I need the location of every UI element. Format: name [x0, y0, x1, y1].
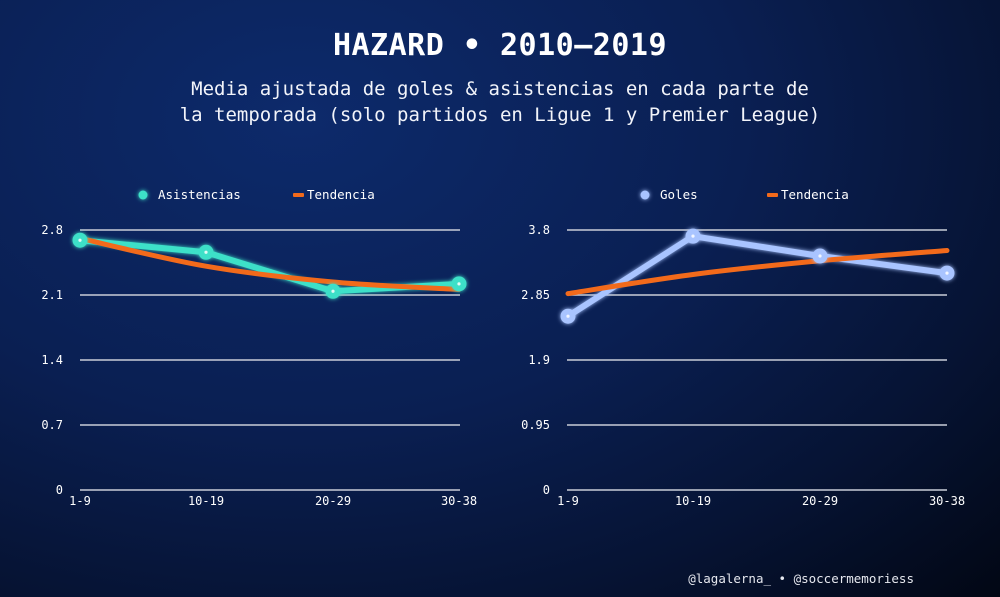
goles-data-point-center [566, 314, 570, 318]
tendencia-series-line [565, 248, 950, 297]
tendencia-series-line [77, 235, 462, 292]
x-tick-label: 30-38 [929, 494, 965, 508]
goles-data-point-center [818, 254, 822, 258]
x-tick-label: 1-9 [557, 494, 579, 508]
y-tick-label: 0 [543, 483, 550, 497]
y-tick-label: 2.1 [41, 288, 63, 302]
subtitle-line-1: Media ajustada de goles & asistencias en… [191, 78, 809, 100]
asistencias-data-point-center [331, 289, 335, 293]
goles-data-point-center [691, 234, 695, 238]
chart-title: HAZARD • 2010–2019 [332, 28, 668, 63]
y-tick-label: 0.95 [521, 418, 550, 432]
y-tick-label: 0 [56, 483, 63, 497]
chart-subtitle: Media ajustada de goles & asistencias en… [0, 76, 1000, 128]
x-tick-label: 30-38 [441, 494, 477, 508]
asistencias-data-point-center [457, 282, 461, 286]
legend-asistencias-label: Asistencias [158, 187, 241, 202]
legend-goles-marker-icon [640, 190, 650, 200]
y-tick-label: 2.8 [41, 223, 63, 237]
x-tick-label: 1-9 [69, 494, 91, 508]
x-tick-label: 10-19 [675, 494, 711, 508]
legend-tendencia-marker-icon [767, 193, 778, 197]
legend-goles-label: Goles [660, 187, 698, 202]
x-tick-label: 20-29 [315, 494, 351, 508]
x-tick-label: 10-19 [188, 494, 224, 508]
goles-data-point-center [945, 271, 949, 275]
y-tick-label: 0.7 [41, 418, 63, 432]
legend-tendencia-label: Tendencia [307, 187, 375, 202]
legend-tendencia-marker-icon [293, 193, 304, 197]
y-tick-label: 2.85 [521, 288, 550, 302]
y-tick-label: 1.9 [528, 353, 550, 367]
goles-series-line [565, 233, 950, 320]
subtitle-line-2: la temporada (solo partidos en Ligue 1 y… [179, 104, 821, 126]
asistencias-data-point-center [204, 250, 208, 254]
y-tick-label: 1.4 [41, 353, 63, 367]
legend-asistencias-marker-icon [138, 190, 148, 200]
asistencias-data-point-center [78, 238, 82, 242]
credit-text: @lagalerna_ • @soccermemoriess [688, 571, 914, 586]
legend-tendencia-label: Tendencia [781, 187, 849, 202]
y-tick-label: 3.8 [528, 223, 550, 237]
x-tick-label: 20-29 [802, 494, 838, 508]
